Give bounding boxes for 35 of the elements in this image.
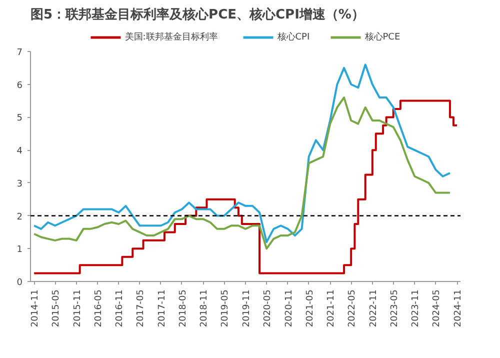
line-series	[33, 96, 451, 250]
x-tick-label: 2022-05	[348, 289, 358, 328]
x-tick-label: 2019-05	[220, 289, 231, 328]
y-tick-label: 7	[16, 48, 23, 58]
x-tick-label: 2020-05	[263, 289, 274, 328]
x-tick-label: 2018-11	[200, 289, 210, 328]
y-tick-label: 1	[16, 245, 23, 256]
x-tick-label: 2022-11	[368, 289, 379, 328]
x-tick-label: 2015-11	[72, 289, 83, 328]
y-tick-label: 2	[16, 212, 23, 222]
x-tick-label: 2014-11	[30, 289, 41, 328]
x-tick-label: 2020-11	[284, 289, 294, 328]
chart-title: 图5：联邦基金目标利率及核心PCE、核心CPI增速（%）	[30, 6, 364, 22]
y-tick-label: 4	[16, 146, 23, 157]
x-tick-label: 2024-05	[432, 289, 442, 328]
x-tick-label: 2024-11	[454, 289, 464, 328]
legend-label: 美国:联邦基金目标利率	[124, 32, 218, 42]
x-tick-label: 2023-05	[390, 289, 400, 328]
x-tick-label: 2021-11	[326, 289, 337, 328]
y-tick-label: 6	[16, 80, 23, 91]
legend-label: 核心PCE	[364, 32, 400, 42]
x-tick-label: 2016-11	[115, 289, 126, 328]
y-tick-label: 3	[16, 179, 23, 190]
x-tick-label: 2017-11	[157, 289, 168, 328]
y-tick-label: 5	[16, 114, 23, 124]
x-tick-label: 2023-11	[411, 289, 422, 328]
line-series	[33, 64, 451, 244]
legend-label: 核心CPI	[276, 32, 310, 42]
x-tick-label: 2017-05	[136, 289, 146, 328]
x-tick-label: 2015-05	[52, 289, 62, 328]
x-tick-label: 2018-05	[178, 289, 188, 328]
y-tick-label: 0	[16, 278, 23, 288]
x-tick-label: 2016-05	[94, 289, 104, 328]
x-tick-label: 2019-11	[242, 289, 252, 328]
x-tick-label: 2021-05	[305, 289, 316, 328]
